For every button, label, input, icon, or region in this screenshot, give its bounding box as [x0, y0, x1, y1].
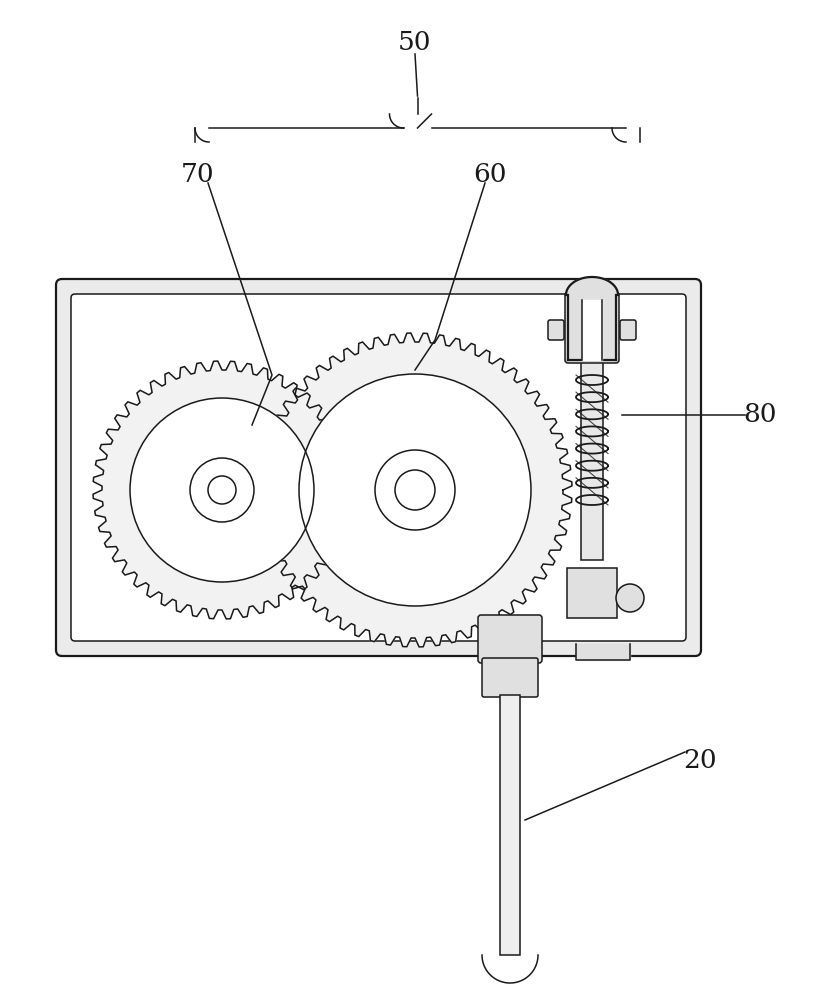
Polygon shape [566, 277, 618, 295]
FancyBboxPatch shape [482, 658, 538, 697]
Polygon shape [576, 644, 630, 660]
Circle shape [267, 342, 563, 638]
Circle shape [299, 374, 531, 606]
Bar [581, 360, 603, 560]
FancyBboxPatch shape [548, 320, 564, 340]
Bar [500, 695, 520, 955]
FancyBboxPatch shape [478, 615, 542, 663]
Circle shape [190, 458, 254, 522]
Polygon shape [582, 300, 602, 360]
Text: 50: 50 [398, 29, 432, 54]
Circle shape [395, 470, 435, 510]
Bar [567, 568, 617, 618]
Text: 20: 20 [683, 748, 716, 772]
Circle shape [616, 584, 644, 612]
FancyBboxPatch shape [71, 294, 686, 641]
Circle shape [208, 476, 236, 504]
Polygon shape [258, 333, 572, 647]
FancyBboxPatch shape [56, 279, 701, 656]
Circle shape [375, 450, 455, 530]
Text: 70: 70 [181, 162, 215, 188]
Polygon shape [93, 361, 351, 619]
FancyBboxPatch shape [565, 292, 619, 363]
Text: 60: 60 [473, 162, 507, 188]
Circle shape [102, 370, 342, 610]
FancyBboxPatch shape [620, 320, 636, 340]
Circle shape [130, 398, 314, 582]
Text: 80: 80 [743, 402, 777, 428]
